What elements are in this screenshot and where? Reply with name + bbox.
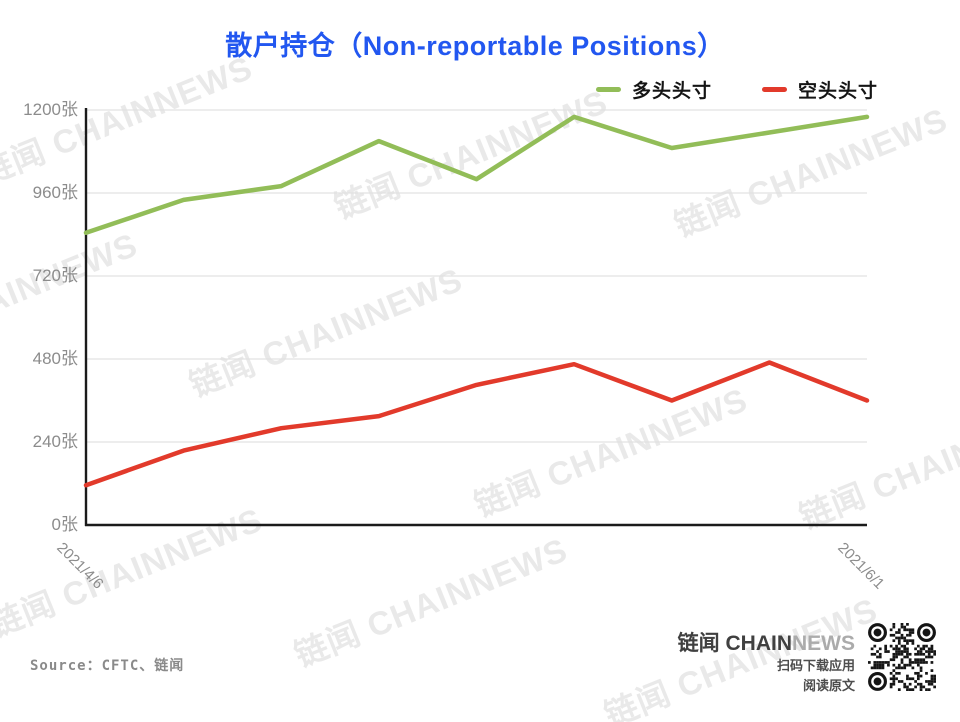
brand-logo-light: NEWS [792,632,855,655]
qr-caption-line2: 阅读原文 [802,678,855,693]
legend-label-long: 多头头寸 [632,81,713,102]
qr-code [868,623,936,691]
watermark-text: 链闻 CHAINNEWS [289,530,573,674]
legend-label-short: 空头头寸 [798,81,879,102]
brand-logo-dark: 链闻 CHAIN [677,632,792,655]
brand-logo: 链闻 CHAINNEWS [678,627,855,657]
legend-item-short: 空头头寸 [762,76,878,103]
short-line-swatch-icon [762,87,788,92]
y-tick-label: 720张 [32,266,78,285]
chart-title: 散户持仓（Non-reportable Positions） [225,31,725,61]
chart-legend: 多头头寸 空头头寸 [596,76,878,103]
x-axis-label-last: 2021/6/1 [834,539,888,593]
long-line-swatch-icon [596,87,621,92]
watermark-text: 链闻 CHAINNEWS [469,380,753,524]
qr-caption-line1: 扫码下载应用 [776,658,855,673]
watermark-text: 链闻 CHAINNEWS [794,392,960,536]
y-tick-label: 0张 [51,515,78,534]
y-tick-label: 1200张 [23,100,78,119]
y-tick-label: 240张 [32,432,78,451]
watermark-text: 链闻 CHAINNEWS [184,260,468,404]
watermark-text: 链闻 CHAINNEWS [669,100,953,244]
x-axis-label-first: 2021/4/6 [53,539,107,593]
y-tick-label: 960张 [32,183,78,202]
watermark-text: 链闻 CHAINNEWS [329,82,613,226]
legend-item-long: 多头头寸 [596,76,712,103]
y-tick-label: 480张 [32,349,78,368]
source-note: Source：CFTC、链闻 [30,658,185,674]
